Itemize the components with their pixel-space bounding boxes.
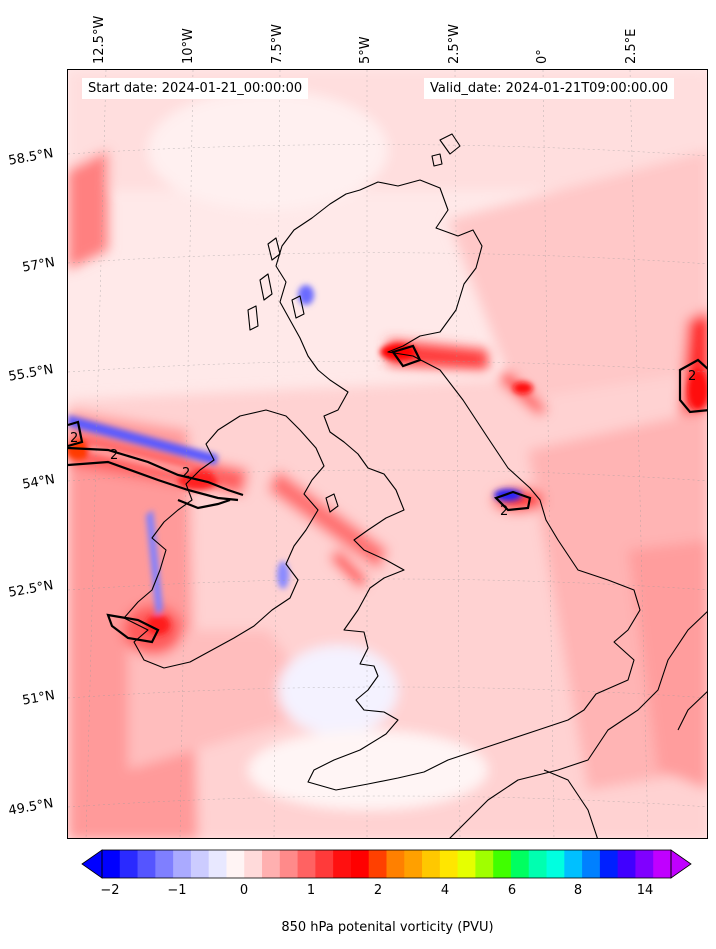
lon-label: 10°W <box>181 28 196 64</box>
colorbar-cell <box>546 850 565 878</box>
colorbar-cell <box>279 850 299 878</box>
colorbar-cell <box>208 850 228 878</box>
contour-label: 2 <box>500 504 508 519</box>
lon-label: 12.5°W <box>92 15 107 64</box>
colorbar-cell <box>262 850 281 878</box>
start-date-box: Start date: 2024-01-21_00:00:00 <box>82 78 309 99</box>
lon-label: 2.5°E <box>624 28 639 64</box>
colorbar-cell <box>173 850 192 878</box>
colorbar-max-extend-arrow <box>670 849 692 879</box>
colorbar-cell <box>404 850 423 878</box>
lat-label: 52.5°N <box>7 578 55 601</box>
colorbar-label: 850 hPa potenital vorticity (PVU) <box>281 920 494 935</box>
colorbar-cell <box>582 850 601 878</box>
lon-label: 0° <box>535 49 550 64</box>
colorbar-cell <box>457 850 477 878</box>
colorbar-cell <box>297 850 316 878</box>
lat-label: 54°N <box>21 472 57 493</box>
contour-label: 2 <box>70 431 78 446</box>
lon-label: 2.5°W <box>447 23 462 64</box>
colorbar-min-extend-arrow <box>81 849 103 879</box>
colorbar-tick: 6 <box>507 883 517 898</box>
colorbar-tick: 2 <box>373 883 383 898</box>
pv-field-map: 2 2 2 2 2 <box>68 70 707 838</box>
colorbar-cell <box>422 850 441 878</box>
lat-label: 51°N <box>21 688 57 709</box>
colorbar-cell <box>333 850 352 878</box>
colorbar-cell <box>315 850 334 878</box>
colorbar-cell <box>510 850 530 878</box>
colorbar-cell <box>137 850 156 878</box>
graticule <box>68 70 707 838</box>
colorbar-cell <box>493 850 512 878</box>
colorbar-cell <box>190 850 210 878</box>
lat-label: 55.5°N <box>7 362 55 385</box>
colorbar-outline <box>101 849 672 879</box>
colorbar-cell <box>635 850 654 878</box>
colorbar-cell <box>119 850 139 878</box>
contour-label: 2 <box>110 448 118 463</box>
contour-label: 2 <box>688 369 696 384</box>
colorbar-tick: 4 <box>440 883 450 898</box>
colorbar-tick: −2 <box>100 883 120 898</box>
colorbar-cell <box>226 850 245 878</box>
colorbar-cell <box>102 850 121 878</box>
colorbar-cell <box>439 850 459 878</box>
colorbar-tick: 1 <box>306 883 316 898</box>
contour-labels: 2 2 2 2 2 <box>70 369 696 519</box>
colorbar-cell <box>244 850 263 878</box>
pv-2-contours <box>68 344 707 644</box>
colorbar-cell <box>350 850 370 878</box>
colorbar-tick: 14 <box>636 883 654 898</box>
colorbar-cell <box>653 850 672 878</box>
colorbar-cell <box>475 850 494 878</box>
colorbar-cell <box>599 850 619 878</box>
pv-shading <box>68 70 707 838</box>
valid-date-text: Valid_date: 2024-01-21T09:00:00.00 <box>430 81 669 96</box>
colorbar-cell <box>386 850 405 878</box>
lon-label: 7.5°W <box>270 23 285 64</box>
colorbar-cell <box>155 850 174 878</box>
lon-label: 5°W <box>358 36 373 64</box>
colorbar-cell <box>528 850 548 878</box>
colorbar-tick: 8 <box>573 883 583 898</box>
contour-label: 2 <box>182 466 190 481</box>
colorbar-tick: −1 <box>167 883 187 898</box>
colorbar-cell <box>617 850 637 878</box>
lat-label: 57°N <box>21 255 57 276</box>
coastlines <box>123 133 707 838</box>
start-date-text: Start date: 2024-01-21_00:00:00 <box>88 81 303 96</box>
colorbar <box>81 849 692 879</box>
colorbar-cell <box>564 850 583 878</box>
lat-label: 49.5°N <box>7 796 55 819</box>
map-panel[interactable]: 2 2 2 2 2 <box>67 69 708 839</box>
colorbar-tick: 0 <box>239 883 249 898</box>
colorbar-cell <box>368 850 388 878</box>
lat-label: 58.5°N <box>7 146 55 169</box>
valid-date-box: Valid_date: 2024-01-21T09:00:00.00 <box>424 78 675 99</box>
